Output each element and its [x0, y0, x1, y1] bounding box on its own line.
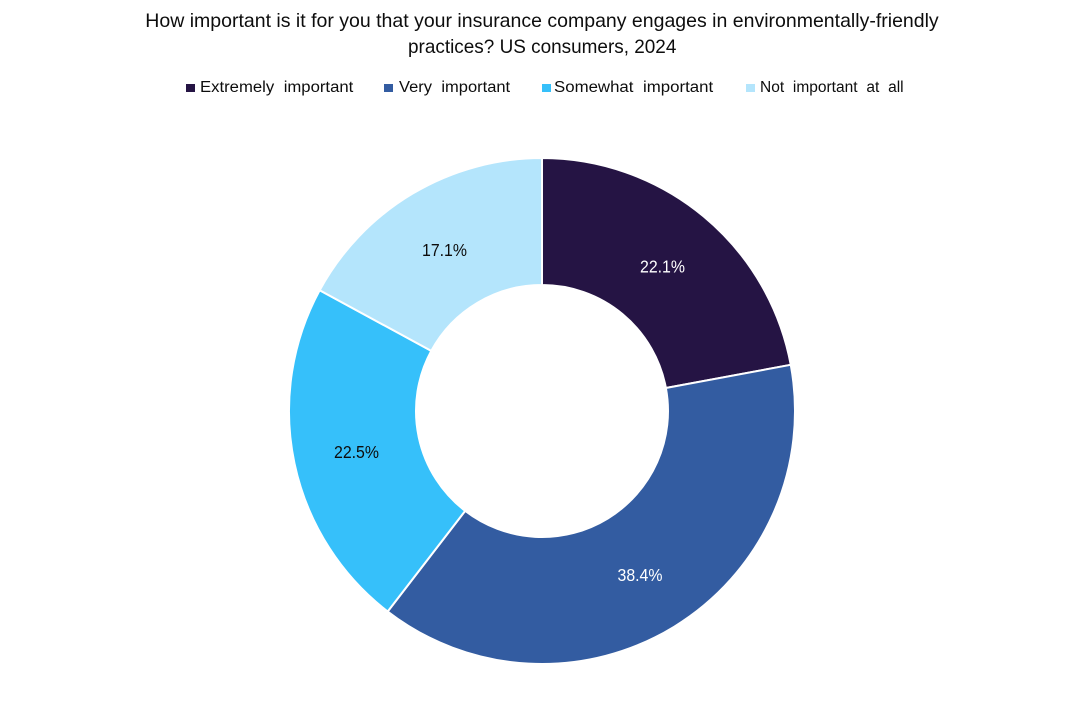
svg-text:22.5%: 22.5%	[334, 442, 379, 462]
svg-text:38.4%: 38.4%	[618, 565, 663, 585]
svg-text:17.1%: 17.1%	[422, 240, 467, 260]
svg-text:22.1%: 22.1%	[640, 257, 685, 277]
